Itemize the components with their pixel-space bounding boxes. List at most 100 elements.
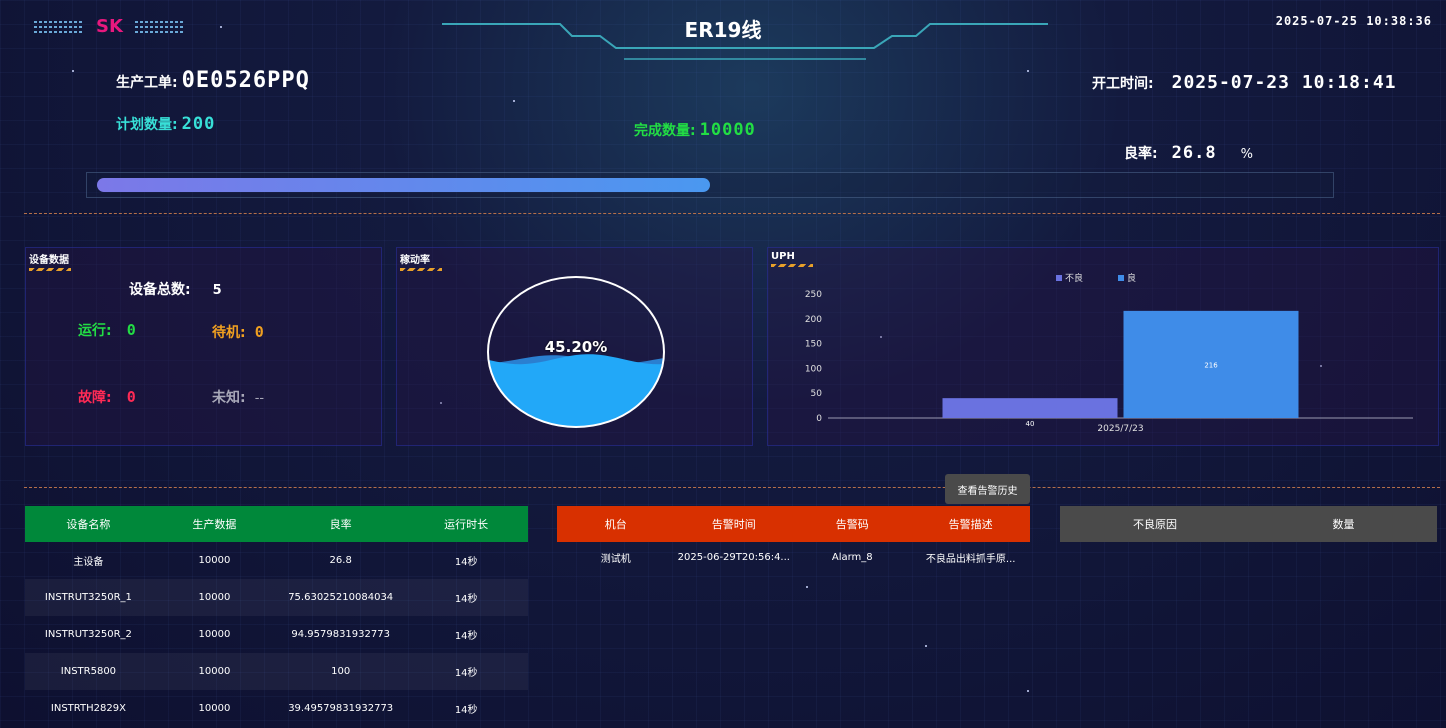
- defect-table: 不良原因 数量: [1060, 506, 1437, 542]
- alarm-table-col-time: 告警时间: [711, 518, 756, 531]
- device-table-header: 设备名称 生产数据 良率 运行时长: [25, 506, 528, 542]
- divider-bottom: [24, 487, 1440, 488]
- alarm-table-col-code: 告警码: [835, 518, 869, 531]
- defect-table-header: 不良原因 数量: [1060, 506, 1437, 542]
- equipment-fault-value: 0: [126, 388, 137, 406]
- table-cell: 39.49579831932773: [288, 703, 394, 714]
- yield-rate-label: 良率:: [1124, 146, 1158, 162]
- device-table-col-name: 设备名称: [66, 518, 111, 531]
- device-table-col-runtime: 运行时长: [444, 518, 489, 531]
- alarm-table: 机台 告警时间 告警码 告警描述 测试机 2025-06-29T20:56:4.…: [557, 506, 1030, 572]
- table-cell: 14秒: [404, 653, 528, 690]
- start-time-label: 开工时间:: [1092, 76, 1154, 92]
- table-cell: INSTRUT3250R_1: [25, 579, 152, 616]
- table-cell: 10000: [198, 555, 231, 566]
- device-table: 设备名称 生产数据 良率 运行时长 主设备 10000 26.8 14秒 INS…: [25, 506, 528, 727]
- y-tick-label: 200: [805, 315, 822, 325]
- equipment-fault-label: 故障:: [78, 390, 112, 406]
- logo-bars-right: [134, 20, 185, 33]
- defect-table-col-count: 数量: [1332, 518, 1355, 531]
- table-cell: 不良品出料抓手原...: [925, 553, 1016, 565]
- utilization-value: 45.20%: [544, 338, 608, 356]
- table-row[interactable]: INSTRTH2829X 10000 39.49579831932773 14秒: [25, 690, 528, 727]
- table-cell: Alarm_8: [831, 551, 873, 563]
- equipment-unknown-value: --: [254, 391, 265, 406]
- table-row[interactable]: INSTRUT3250R_1 10000 75.63025210084034 1…: [25, 579, 528, 616]
- logo: SK: [34, 16, 185, 37]
- work-order-value: 0E0526PPQ: [181, 68, 310, 93]
- utilization-panel-title: 稼动率: [400, 251, 442, 271]
- star-decoration: [880, 336, 882, 338]
- bar-data-label: 40: [1026, 420, 1035, 428]
- progress-track: [86, 172, 1334, 198]
- table-cell: 100: [277, 653, 405, 690]
- table-row[interactable]: 主设备 10000 26.8 14秒: [25, 542, 528, 579]
- bar-good: [1123, 310, 1299, 418]
- yield-rate-unit: %: [1240, 147, 1253, 162]
- star-decoration: [925, 645, 927, 647]
- legend-swatch: [1118, 275, 1124, 281]
- table-cell: 10000: [198, 629, 231, 640]
- uph-chart: 0 50 100 150 200 250 不良 良 40 216 2025/7/23: [805, 272, 1413, 434]
- uph-panel-title: UPH: [771, 251, 813, 267]
- table-row[interactable]: INSTRUT3250R_2 10000 94.9579831932773 14…: [25, 616, 528, 653]
- y-tick-label: 0: [816, 414, 822, 424]
- table-row[interactable]: INSTR5800 10000 100 14秒: [25, 653, 528, 690]
- utilization-gauge: [487, 276, 665, 428]
- plan-quantity-value: 200: [181, 114, 216, 134]
- plan-quantity: 计划数量: 200: [116, 114, 215, 134]
- y-tick-label: 250: [805, 290, 822, 300]
- defect-table-col-reason: 不良原因: [1132, 518, 1177, 531]
- legend-label: 良: [1127, 272, 1136, 284]
- legend-swatch: [1056, 275, 1062, 281]
- device-table-col-yield: 良率: [329, 518, 352, 531]
- star-decoration: [513, 100, 515, 102]
- x-tick-label: 2025/7/23: [1097, 424, 1143, 434]
- device-table-col-output: 生产数据: [192, 518, 237, 531]
- equipment-standby-value: 0: [254, 323, 265, 341]
- alarm-table-header: 机台 告警时间 告警码 告警描述: [557, 506, 1030, 542]
- work-order: 生产工单: 0E0526PPQ: [116, 68, 310, 93]
- yield-rate: 良率: 26.8 %: [1124, 143, 1253, 163]
- equipment-total-value: 5: [212, 283, 222, 298]
- equipment-unknown-label: 未知:: [212, 390, 246, 406]
- y-tick-label: 150: [805, 340, 822, 350]
- table-cell: 14秒: [404, 579, 528, 616]
- table-cell: 26.8: [329, 555, 352, 566]
- legend-label: 不良: [1065, 272, 1083, 284]
- table-cell: 10000: [151, 653, 277, 690]
- plan-quantity-label: 计划数量:: [116, 117, 178, 133]
- equipment-running-label: 运行:: [78, 323, 112, 339]
- table-cell: 14秒: [454, 557, 478, 568]
- star-decoration: [1027, 690, 1029, 692]
- header-datetime: 2025-07-25 10:38:36: [1275, 14, 1432, 28]
- title-frame: [442, 23, 1048, 60]
- bar-data-label: 216: [1204, 361, 1218, 369]
- done-quantity-label: 完成数量:: [634, 123, 696, 139]
- table-cell: INSTR5800: [25, 653, 152, 690]
- start-time-value: 2025-07-23 10:18:41: [1171, 72, 1397, 93]
- star-decoration: [1320, 365, 1322, 367]
- uph-panel: UPH 0 50 100 150 200 250 不良 良 40 216 2025/7/23: [767, 247, 1439, 446]
- table-row[interactable]: 测试机 2025-06-29T20:56:4... Alarm_8 不良品出料抓…: [557, 542, 1030, 572]
- table-cell: 测试机: [600, 553, 631, 565]
- done-quantity: 完成数量: 10000: [634, 120, 756, 140]
- alarm-table-col-machine: 机台: [604, 518, 627, 531]
- star-decoration: [440, 402, 442, 404]
- table-cell: 主设备: [73, 557, 104, 568]
- table-cell: 14秒: [454, 705, 478, 716]
- logo-bars-left: [34, 20, 84, 33]
- equipment-total: 设备总数: 5: [129, 279, 222, 299]
- work-order-label: 生产工单:: [116, 75, 178, 91]
- star-decoration: [220, 26, 222, 28]
- alarm-history-button[interactable]: 查看告警历史: [945, 474, 1030, 504]
- utilization-panel: 稼动率 45.20%: [396, 247, 753, 446]
- equipment-standby: 待机: 0: [212, 322, 265, 342]
- table-cell: 10000: [198, 703, 231, 714]
- y-tick-label: 100: [805, 364, 822, 374]
- logo-text: SK: [96, 16, 123, 37]
- table-cell: INSTRUT3250R_2: [44, 629, 132, 640]
- page-title: ER19线: [684, 18, 762, 42]
- progress-fill: [97, 178, 710, 192]
- table-cell: INSTRTH2829X: [50, 703, 126, 714]
